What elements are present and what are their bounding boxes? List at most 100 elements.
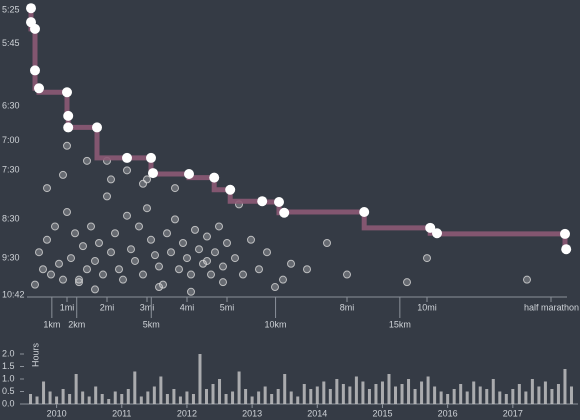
y-tick-label: 7:30 [2,165,20,175]
run-point [95,238,103,247]
best-point [92,122,102,133]
run-point [31,280,39,289]
best-point [146,152,156,163]
best-point [279,207,290,218]
x-tick-label: 2010 [47,408,67,418]
bar [94,386,98,404]
run-point [187,270,195,279]
bar [133,371,137,404]
x-metric-tick-label: 5km [143,319,160,329]
run-point [523,275,531,284]
run-point [171,184,179,193]
run-point [79,242,87,251]
run-point [239,270,247,279]
bar [257,391,261,404]
x-tick-label: 8mi [340,302,355,312]
run-point [107,248,115,257]
run-point [55,259,63,268]
run-point [111,229,119,238]
run-point [143,204,151,213]
best-point [148,168,158,179]
bar [498,391,502,404]
best-point [122,152,132,163]
y-tick-label: 1.0 [2,373,15,383]
run-point [59,275,67,284]
bar [328,389,332,404]
run-point [287,259,295,268]
run-point [75,278,83,287]
bar [491,379,495,404]
run-point [159,280,167,289]
y-tick-label: 0.5 [2,386,15,396]
run-point [87,222,95,231]
bar [524,391,528,404]
bar [367,389,371,404]
y-tick-label: 10:42 [2,289,25,299]
x-tick-label: 2015 [372,408,392,418]
bar [81,391,85,404]
best-point [26,3,36,14]
bar [244,389,248,404]
run-point [175,265,183,274]
bar [504,394,508,404]
bar [426,376,430,404]
best-point [184,169,194,180]
run-point [171,215,179,224]
run-point [179,238,187,247]
run-point [51,222,59,231]
bar [439,391,443,404]
x-tick-label: 2012 [177,408,197,418]
x-tick-label: 5mi [220,302,235,312]
run-point [231,254,239,263]
bar [35,396,39,404]
best-point [432,228,442,239]
bar [465,391,469,404]
bar [289,391,293,404]
bar [341,384,345,404]
best-point [359,207,370,218]
bar [237,371,241,404]
best-point [560,228,570,239]
run-point [195,245,203,254]
bar [413,389,417,404]
bar [107,399,111,404]
run-point [83,156,91,165]
run-point [75,275,83,284]
bar [276,389,280,404]
bar [283,374,287,404]
bar [68,394,72,404]
bar [146,391,150,404]
bar [296,396,300,404]
y-tick-label: 1.5 [2,361,15,371]
run-point [203,256,211,265]
bar [87,396,91,404]
run-point [203,232,211,241]
best-point [62,87,72,98]
x-tick-label: 2014 [307,408,327,418]
x-tick-label: 2mi [100,302,115,312]
run-point [163,229,171,238]
bar [420,381,424,404]
bar [400,384,404,404]
run-point [303,265,311,274]
bar [380,381,384,404]
y-axis-label: Hours [30,343,40,368]
bar [335,379,339,404]
best-point [274,197,284,208]
run-point [263,248,271,257]
bar [204,389,208,404]
bar [270,394,274,404]
run-point [191,225,199,234]
bar [511,389,515,404]
run-point [123,166,131,175]
run-point [103,192,111,201]
bar [309,389,313,404]
bar [250,396,254,404]
run-point [91,285,99,294]
bar [478,386,482,404]
y-tick-label: 7:00 [2,135,20,145]
y-tick-label: 6:30 [2,101,20,111]
run-point [219,262,227,271]
run-point [43,184,51,193]
